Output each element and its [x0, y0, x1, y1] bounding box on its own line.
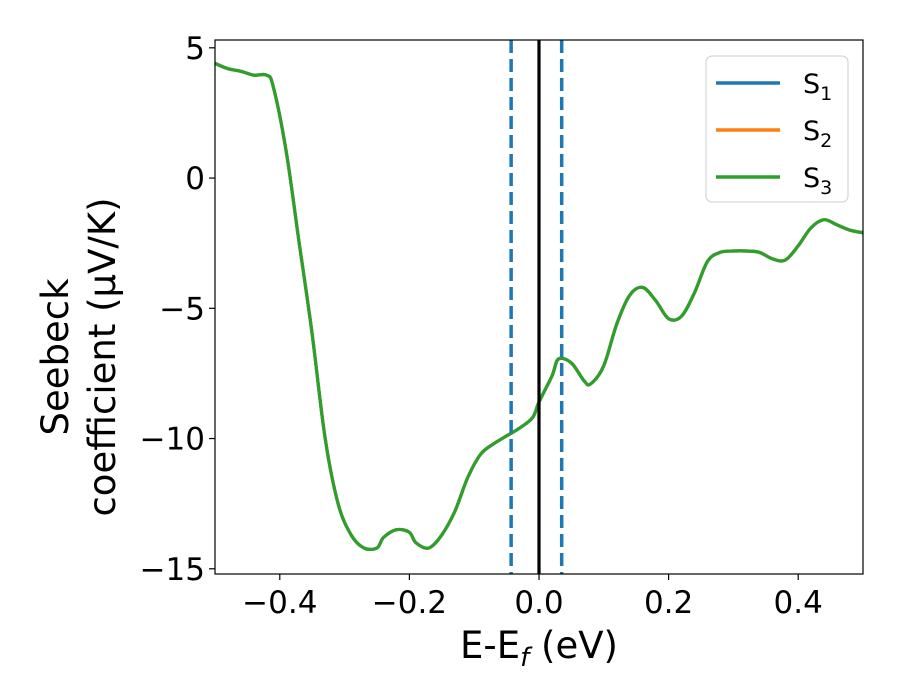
y-tick-label: −15 [140, 552, 205, 588]
y-axis-label-line2: coefficient (μV/K) [81, 197, 124, 516]
legend-label-S3: S3 [803, 163, 832, 199]
legend-label-subscript: 3 [820, 177, 832, 199]
legend-label-main: S [803, 69, 820, 100]
x-tick-label: 0.0 [514, 585, 563, 621]
y-tick-label: 0 [185, 161, 205, 197]
plot-area [215, 40, 863, 574]
legend-label-subscript: 2 [820, 130, 832, 152]
legend-label-main: S [803, 163, 820, 194]
x-tick-label: 0.4 [774, 585, 823, 621]
x-axis-ticks: −0.4 −0.2 0.0 0.2 0.4 [242, 574, 823, 621]
legend-label-subscript: 1 [820, 83, 832, 105]
x-axis-label: E-Ef (eV) [460, 624, 618, 673]
y-axis-label: Seebeck coefficient (μV/K) [34, 197, 124, 516]
legend-label-S1: S1 [803, 69, 832, 105]
x-axis-label-main: E-E [460, 624, 520, 667]
plot-clip-group [215, 40, 863, 574]
series-line-S3 [215, 61, 863, 552]
y-axis-ticks: −15 −10 −5 0 5 [140, 31, 215, 588]
y-tick-label: 5 [185, 31, 205, 67]
x-tick-label: −0.4 [242, 585, 317, 621]
x-tick-label: 0.2 [644, 585, 693, 621]
x-tick-label: −0.2 [372, 585, 447, 621]
legend-label-main: S [803, 116, 820, 147]
y-tick-label: −5 [159, 291, 205, 327]
y-axis-label-line1: Seebeck [34, 278, 77, 436]
y-tick-label: −10 [140, 422, 205, 458]
legend-label-S2: S2 [803, 116, 832, 152]
x-axis-label-unit: (eV) [529, 624, 618, 667]
